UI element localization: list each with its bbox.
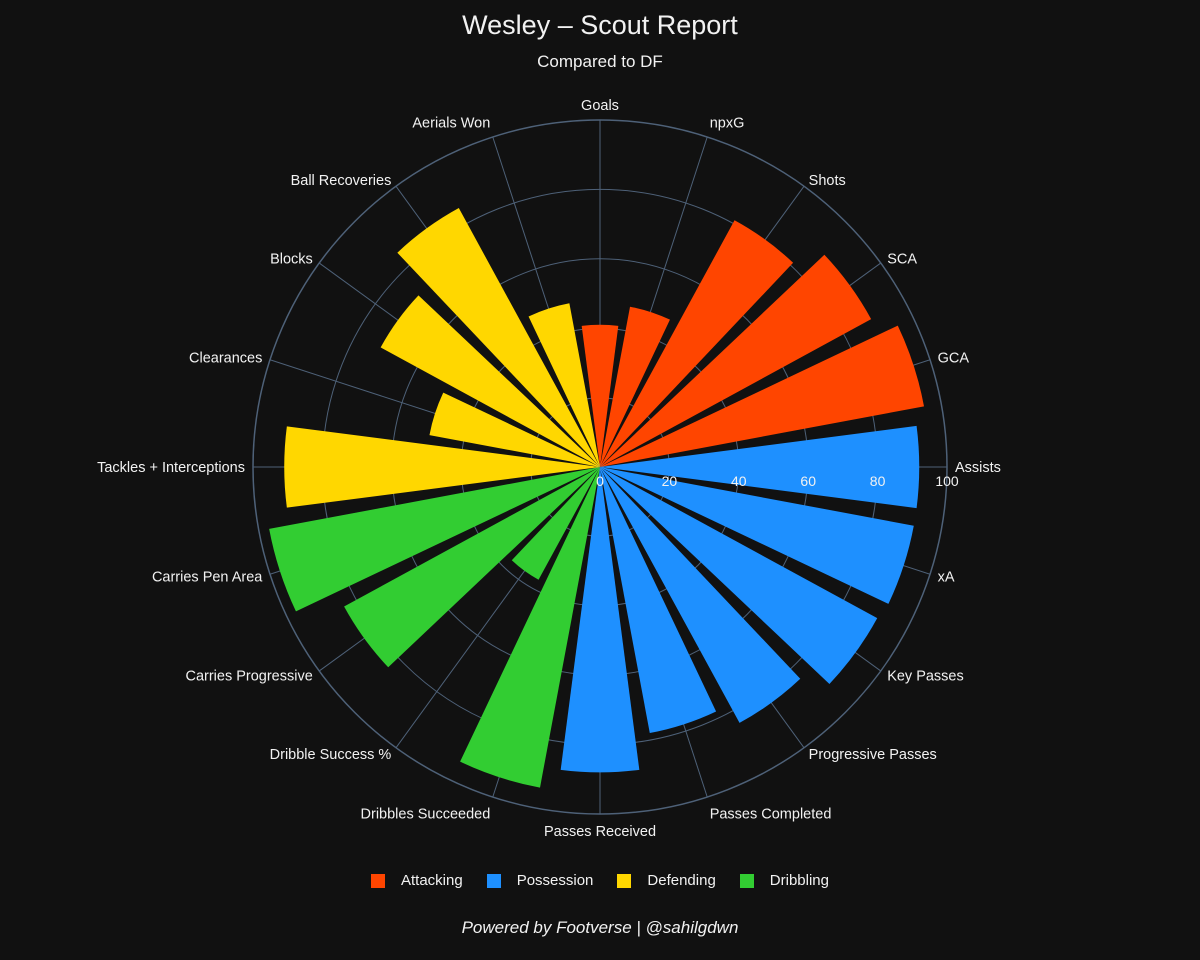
bar-gca[interactable] — [600, 325, 925, 467]
bar-tackles-plus-interceptions[interactable] — [284, 426, 600, 508]
bar-passes-received[interactable] — [560, 467, 640, 773]
category-label-passes-completed: Passes Completed — [710, 807, 832, 823]
bars — [269, 208, 925, 788]
bar-key-passes[interactable] — [600, 467, 878, 684]
radial-ticks: 0 20 40 60 80 100 — [596, 473, 959, 489]
category-label-npxg: npxG — [710, 115, 745, 131]
category-label-tackles-plus-interceptions: Tackles + Interceptions — [97, 460, 245, 476]
radial-tick-label: 40 — [731, 473, 747, 489]
legend-item-possession[interactable]: Possession — [486, 872, 594, 889]
bar-dribbles-succeeded[interactable] — [460, 467, 600, 788]
bar-ball-recoveries[interactable] — [397, 208, 600, 468]
bar-goals[interactable] — [581, 324, 619, 467]
bar-assists[interactable] — [600, 425, 920, 509]
legend-item-attacking[interactable]: Attacking — [370, 872, 463, 889]
legend-item-defending[interactable]: Defending — [617, 872, 716, 889]
legend-item-dribbling[interactable]: Dribbling — [739, 872, 829, 889]
bar-shots[interactable] — [600, 220, 794, 467]
legend-label-defending: Defending — [647, 872, 716, 889]
category-label-progressive-passes: Progressive Passes — [809, 747, 937, 763]
category-label-sca: SCA — [887, 251, 917, 267]
footer-credit: Powered by Footverse | @sahilgdwn — [461, 918, 739, 937]
category-label-passes-received: Passes Received — [544, 824, 656, 840]
legend-swatch-attacking — [370, 873, 385, 888]
category-label-carries-pen-area: Carries Pen Area — [152, 570, 263, 586]
category-label-dribble-success-pct: Dribble Success % — [270, 747, 392, 763]
bar-clearances[interactable] — [429, 392, 600, 467]
radial-tick-label: 0 — [596, 473, 604, 489]
bar-sca[interactable] — [600, 254, 872, 467]
legend-swatch-defending — [617, 873, 632, 888]
category-label-assists: Assists — [955, 460, 1001, 476]
chart-subtitle: Compared to DF — [537, 52, 663, 71]
legend-label-possession: Possession — [516, 872, 594, 889]
category-label-goals: Goals — [581, 98, 619, 114]
radial-tick-label: 60 — [800, 473, 816, 489]
category-label-gca: GCA — [938, 350, 970, 366]
legend-label-dribbling: Dribbling — [769, 872, 829, 889]
legend-swatch-possession — [486, 873, 501, 888]
bar-carries-progressive[interactable] — [344, 467, 600, 668]
radial-tick-label: 80 — [870, 473, 886, 489]
category-labels: Goals npxG Shots SCA GCA Assists xA Key Passes P… — [97, 98, 1001, 840]
bar-carries-pen-area[interactable] — [269, 467, 600, 612]
category-label-aerials-won: Aerials Won — [412, 115, 490, 131]
category-label-dribbles-succeeded: Dribbles Succeeded — [361, 807, 491, 823]
legend-swatch-dribbling — [739, 873, 754, 888]
category-label-key-passes: Key Passes — [887, 669, 964, 685]
bar-npxg[interactable] — [600, 306, 670, 467]
bar-progressive-passes[interactable] — [600, 467, 801, 723]
chart-legend: Attacking Possession Defending Dribbling — [0, 872, 1200, 889]
legend-label-attacking: Attacking — [400, 872, 463, 889]
bar-xa[interactable] — [600, 467, 914, 604]
bar-aerials-won[interactable] — [528, 303, 600, 467]
category-label-carries-progressive: Carries Progressive — [185, 669, 312, 685]
radial-tick-label: 20 — [662, 473, 678, 489]
radial-tick-label: 100 — [935, 473, 959, 489]
category-label-clearances: Clearances — [189, 350, 262, 366]
bar-blocks[interactable] — [380, 295, 600, 467]
category-label-blocks: Blocks — [270, 251, 313, 267]
category-label-shots: Shots — [809, 173, 846, 189]
bar-dribble-success-pct[interactable] — [511, 467, 600, 580]
category-label-xa: xA — [938, 570, 955, 586]
category-label-ball-recoveries: Ball Recoveries — [291, 173, 392, 189]
bar-passes-completed[interactable] — [600, 467, 717, 734]
chart-title: Wesley – Scout Report — [462, 10, 738, 40]
